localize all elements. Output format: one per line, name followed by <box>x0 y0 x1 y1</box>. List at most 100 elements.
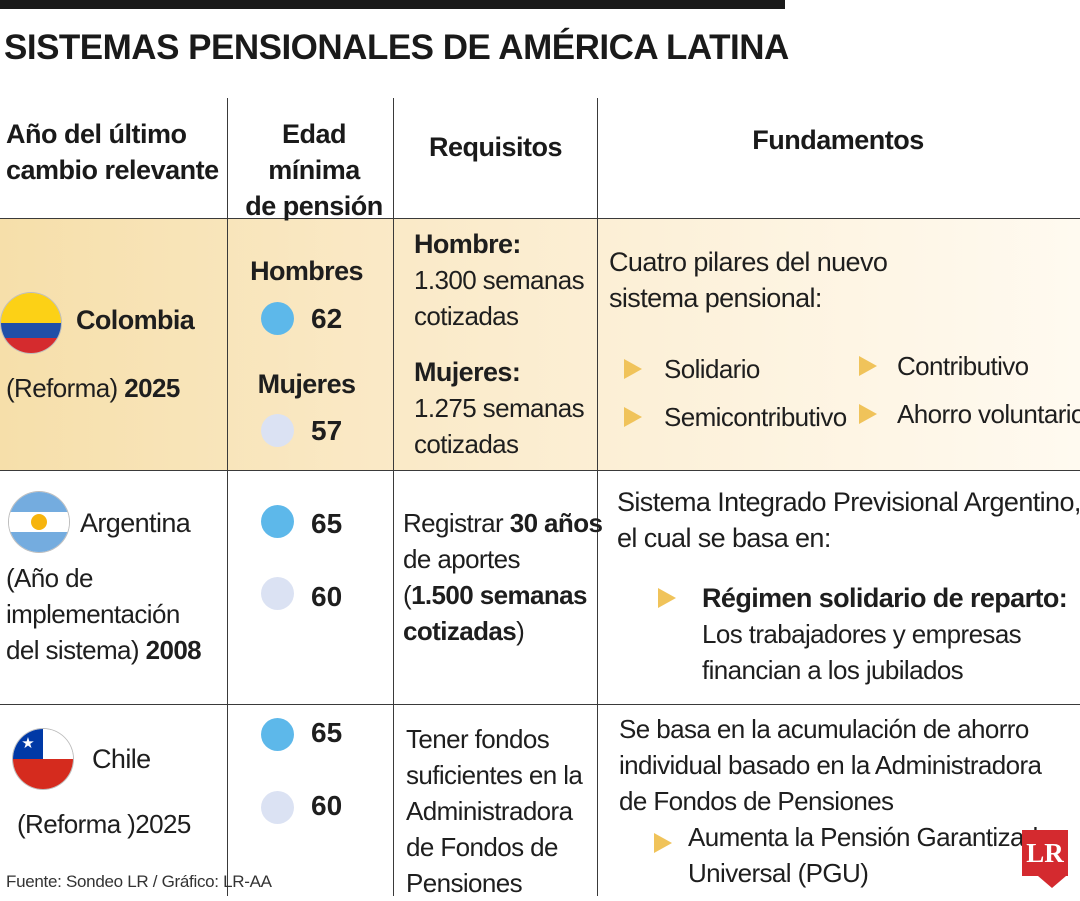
colombia-req-women-line1: 1.275 semanas <box>414 393 585 423</box>
argentina-year-value: 2008 <box>145 635 202 665</box>
triangle-bullet-icon <box>658 588 676 608</box>
triangle-bullet-icon <box>624 407 642 427</box>
chile-req-line: suficientes en la <box>406 760 583 790</box>
argentina-year: (Año de implementación del sistema) 2008 <box>6 560 202 668</box>
chile-year: (Reforma )2025 <box>17 806 191 842</box>
chile-req-line: Administradora <box>406 796 573 826</box>
chile-foundation-line: Se basa en la acumulación de ahorro <box>619 714 1029 744</box>
chile-men-age: 65 <box>311 717 343 748</box>
chile-bullet-text: Aumenta la Pensión Garantizada Universal… <box>688 819 1052 891</box>
argentina-requirements: Registrar 30 años de aportes (1.500 sema… <box>403 505 603 649</box>
column-divider-2 <box>393 98 394 896</box>
argentina-foundation-line2: el cual se basa en: <box>617 523 831 553</box>
top-rule <box>0 0 785 9</box>
men-dot-icon <box>261 718 294 751</box>
colombia-men-label: Hombres <box>250 256 363 286</box>
colombia-req-men-line2: cotizadas <box>414 301 519 331</box>
colombia-year-value: 2025 <box>124 373 180 403</box>
colombia-req-men-label: Hombre: <box>414 229 521 259</box>
colombia-req-women-line2: cotizadas <box>414 429 519 459</box>
argentina-req-years: 30 años <box>509 508 603 538</box>
lr-logo-tail <box>1038 876 1066 888</box>
header-age-line1: Edad mínima <box>268 119 360 185</box>
colombia-foundation-line1: Cuatro pilares del nuevo <box>609 247 888 277</box>
colombia-year-label: (Reforma) <box>6 373 118 403</box>
men-dot-icon <box>261 505 294 538</box>
triangle-bullet-icon <box>859 356 877 376</box>
colombia-req-women: Mujeres: 1.275 semanas cotizadas <box>414 354 585 462</box>
triangle-bullet-icon <box>624 359 642 379</box>
header-year: Año del último cambio relevante <box>6 116 219 188</box>
chile-foundation-line: de Fondos de Pensiones <box>619 786 894 816</box>
argentina-year-line3: del sistema) <box>6 635 140 665</box>
colombia-req-women-label: Mujeres: <box>414 357 521 387</box>
header-requirements: Requisitos <box>428 132 563 162</box>
argentina-req-open: ( <box>403 580 412 610</box>
chile-requirements: Tener fondos suficientes en la Administr… <box>406 721 583 901</box>
header-age-line2: de pensión <box>245 191 383 221</box>
pillar-item: Solidario <box>664 354 760 384</box>
pillar-item: Semicontributivo <box>664 402 847 432</box>
argentina-flag-icon <box>9 492 69 552</box>
chile-req-line: Tener fondos <box>406 724 550 754</box>
argentina-req-close: ) <box>516 616 525 646</box>
triangle-bullet-icon <box>859 404 877 424</box>
argentina-bullet-text: Los trabajadores y empresas financian a … <box>702 616 1022 688</box>
argentina-foundation-line1: Sistema Integrado Previsional Argentino, <box>617 487 1080 517</box>
argentina-req-line2: de aportes <box>403 544 520 574</box>
header-age: Edad mínima de pensión <box>234 116 394 224</box>
argentina-bullet-title: Régimen solidario de reparto: <box>702 583 1068 613</box>
chile-req-line: de Fondos de <box>406 832 558 862</box>
argentina-bullet-line1: Los trabajadores y empresas <box>702 619 1022 649</box>
row-divider-colombia <box>0 470 1080 471</box>
source-credit: Fuente: Sondeo LR / Gráfico: LR-AA <box>6 872 272 891</box>
colombia-foundation-intro: Cuatro pilares del nuevo sistema pension… <box>609 244 888 316</box>
chile-req-line: Pensiones <box>406 868 523 898</box>
pillar-item: Contributivo <box>897 351 1029 381</box>
chile-year-value: 2025 <box>135 809 191 839</box>
chile-foundation-line: individual basado en la Administradora <box>619 750 1042 780</box>
argentina-bullet-line2: financian a los jubilados <box>702 655 964 685</box>
colombia-foundation-line2: sistema pensional: <box>609 283 822 313</box>
header-foundations: Fundamentos <box>752 125 924 155</box>
argentina-year-line1: (Año de <box>6 563 93 593</box>
colombia-flag-icon <box>1 293 61 353</box>
row-divider-header <box>0 218 1080 219</box>
men-dot-icon <box>261 302 294 335</box>
colombia-men-age: 62 <box>311 303 343 334</box>
row-divider-argentina <box>0 704 1080 705</box>
triangle-bullet-icon <box>654 833 672 853</box>
women-dot-icon <box>261 577 294 610</box>
colombia-women-label: Mujeres <box>257 369 356 399</box>
argentina-req-pre: Registrar <box>403 508 504 538</box>
argentina-women-age: 60 <box>311 581 343 612</box>
colombia-highlight-band <box>0 218 1080 470</box>
chile-bullet-line2: Universal (PGU) <box>688 858 869 888</box>
chile-women-age: 60 <box>311 790 343 821</box>
women-dot-icon <box>261 791 294 824</box>
colombia-year: (Reforma) 2025 <box>6 370 180 406</box>
column-divider-3 <box>597 98 598 896</box>
chile-foundation: Se basa en la acumulación de ahorro indi… <box>619 711 1042 819</box>
chile-flag-icon: ★ <box>13 729 73 789</box>
women-dot-icon <box>261 414 294 447</box>
argentina-foundation-intro: Sistema Integrado Previsional Argentino,… <box>617 484 1080 556</box>
chile-year-label: (Reforma ) <box>17 809 136 839</box>
argentina-year-line2: implementación <box>6 599 180 629</box>
header-year-line2: cambio relevante <box>6 155 219 185</box>
column-divider-1 <box>227 98 228 896</box>
argentina-req-weeks: 1.500 semanas <box>411 580 587 610</box>
chile-country: Chile <box>92 744 151 774</box>
colombia-req-men: Hombre: 1.300 semanas cotizadas <box>414 226 585 334</box>
colombia-req-men-line1: 1.300 semanas <box>414 265 585 295</box>
pillar-item: Ahorro voluntario <box>897 399 1080 429</box>
argentina-men-age: 65 <box>311 508 343 539</box>
colombia-country: Colombia <box>76 305 195 335</box>
page-title: SISTEMAS PENSIONALES DE AMÉRICA LATINA <box>4 28 789 67</box>
lr-logo: LR <box>1022 830 1068 876</box>
chile-bullet-line1: Aumenta la Pensión Garantizada <box>688 822 1052 852</box>
colombia-women-age: 57 <box>311 415 343 446</box>
header-year-line1: Año del último <box>6 119 187 149</box>
argentina-country: Argentina <box>80 508 191 538</box>
argentina-req-cotizadas: cotizadas <box>403 616 517 646</box>
